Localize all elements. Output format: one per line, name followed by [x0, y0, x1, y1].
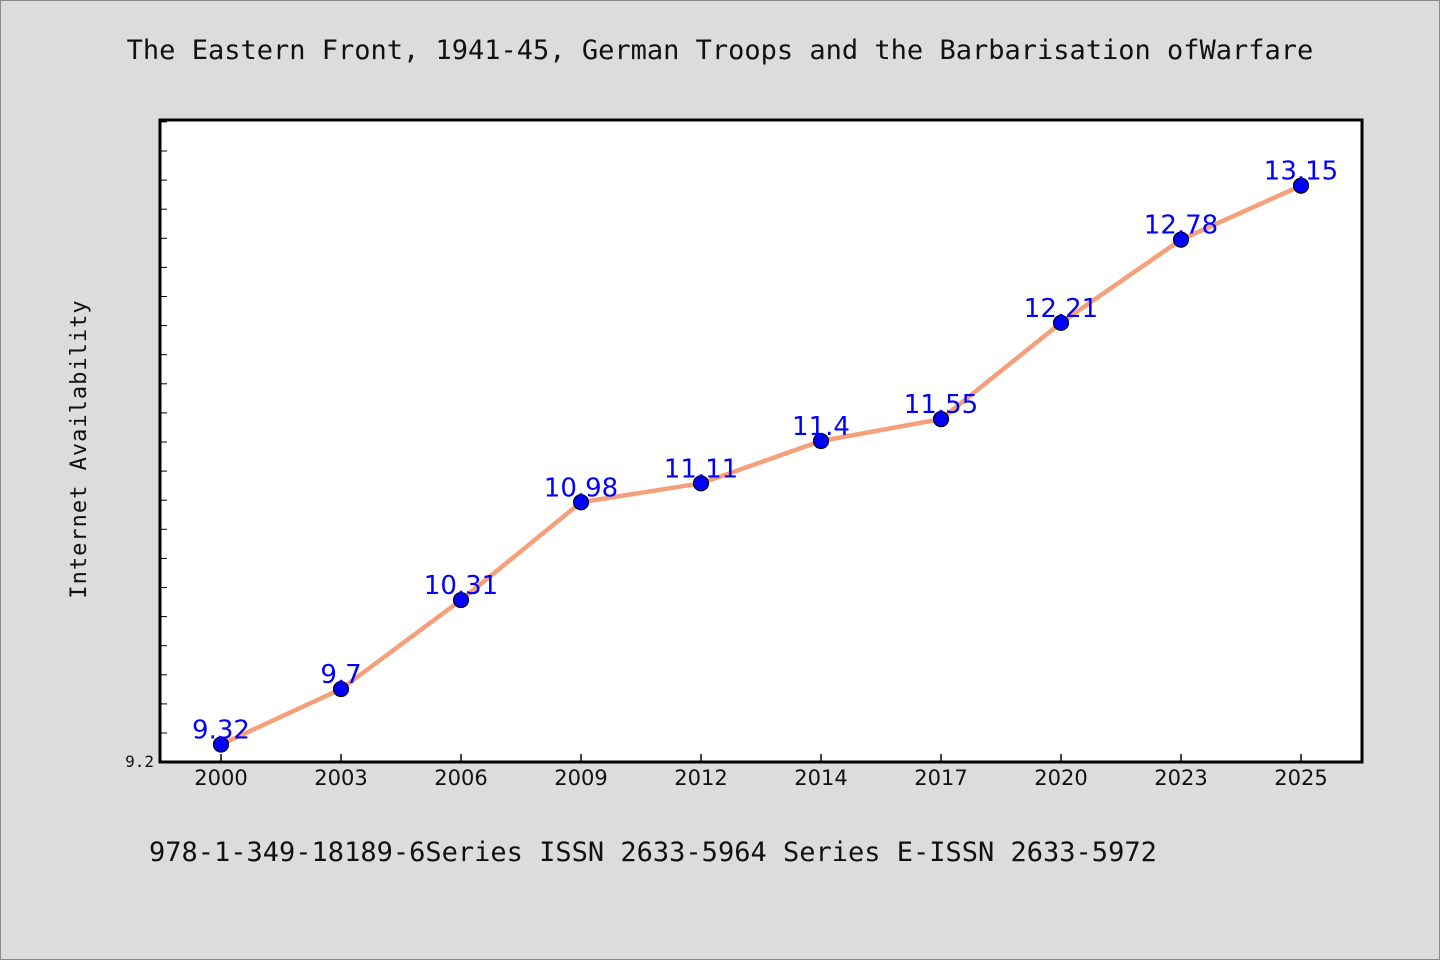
x-tick-label: 2025: [1274, 766, 1327, 790]
chart-title: The Eastern Front, 1941-45, German Troop…: [126, 35, 1314, 66]
data-label: 12.21: [1024, 294, 1098, 324]
data-point: [932, 411, 950, 428]
data-point: [212, 736, 230, 753]
x-tick-labels: 2000 2003 2006 2009 2012 2014 2017 2020 2023 2025: [194, 766, 1327, 790]
plot-area: [158, 118, 1364, 764]
x-ticks: [220, 754, 1302, 762]
x-tick-label: 2017: [914, 766, 967, 790]
data-label: 11.4: [792, 412, 850, 442]
data-label: 13.15: [1264, 157, 1338, 187]
data-point: [692, 475, 710, 492]
data-label: 9.32: [192, 715, 250, 745]
series-line: [220, 183, 1302, 747]
data-label: 10.31: [424, 571, 498, 601]
data-label: 11.11: [664, 454, 738, 484]
data-label: 11.55: [904, 390, 978, 420]
data-point: [812, 432, 830, 450]
data-point: [1172, 231, 1190, 248]
x-tick-label: 2006: [434, 766, 487, 790]
x-tick-label: 2003: [314, 766, 367, 790]
x-tick-label: 2023: [1154, 766, 1207, 790]
data-point: [452, 591, 470, 609]
y-axis-label: Internet Availability: [67, 299, 92, 598]
data-label: 9.7: [320, 660, 361, 690]
data-point: [572, 494, 590, 511]
x-tick-label: 2009: [554, 766, 607, 790]
y-tick-label-min: 9.2: [125, 752, 154, 771]
x-tick-label: 2020: [1034, 766, 1087, 790]
y-minor-ticks: [160, 121, 167, 734]
data-label: 10.98: [544, 473, 618, 503]
x-tick-label: 2012: [674, 766, 727, 790]
data-point: [332, 680, 350, 698]
series-markers: [212, 177, 1310, 753]
x-tick-label: 2000: [194, 766, 247, 790]
footer-text: 978-1-349-18189-6Series ISSN 2633-5964 S…: [149, 837, 1157, 868]
data-label: 12.78: [1144, 211, 1218, 241]
data-point: [1052, 314, 1070, 331]
x-tick-label: 2014: [794, 766, 847, 790]
data-point: [1292, 177, 1310, 194]
data-labels: 9.32 9.7 10.31 10.98 11.11 11.4 11.55 12.21 12.7…: [192, 157, 1338, 746]
